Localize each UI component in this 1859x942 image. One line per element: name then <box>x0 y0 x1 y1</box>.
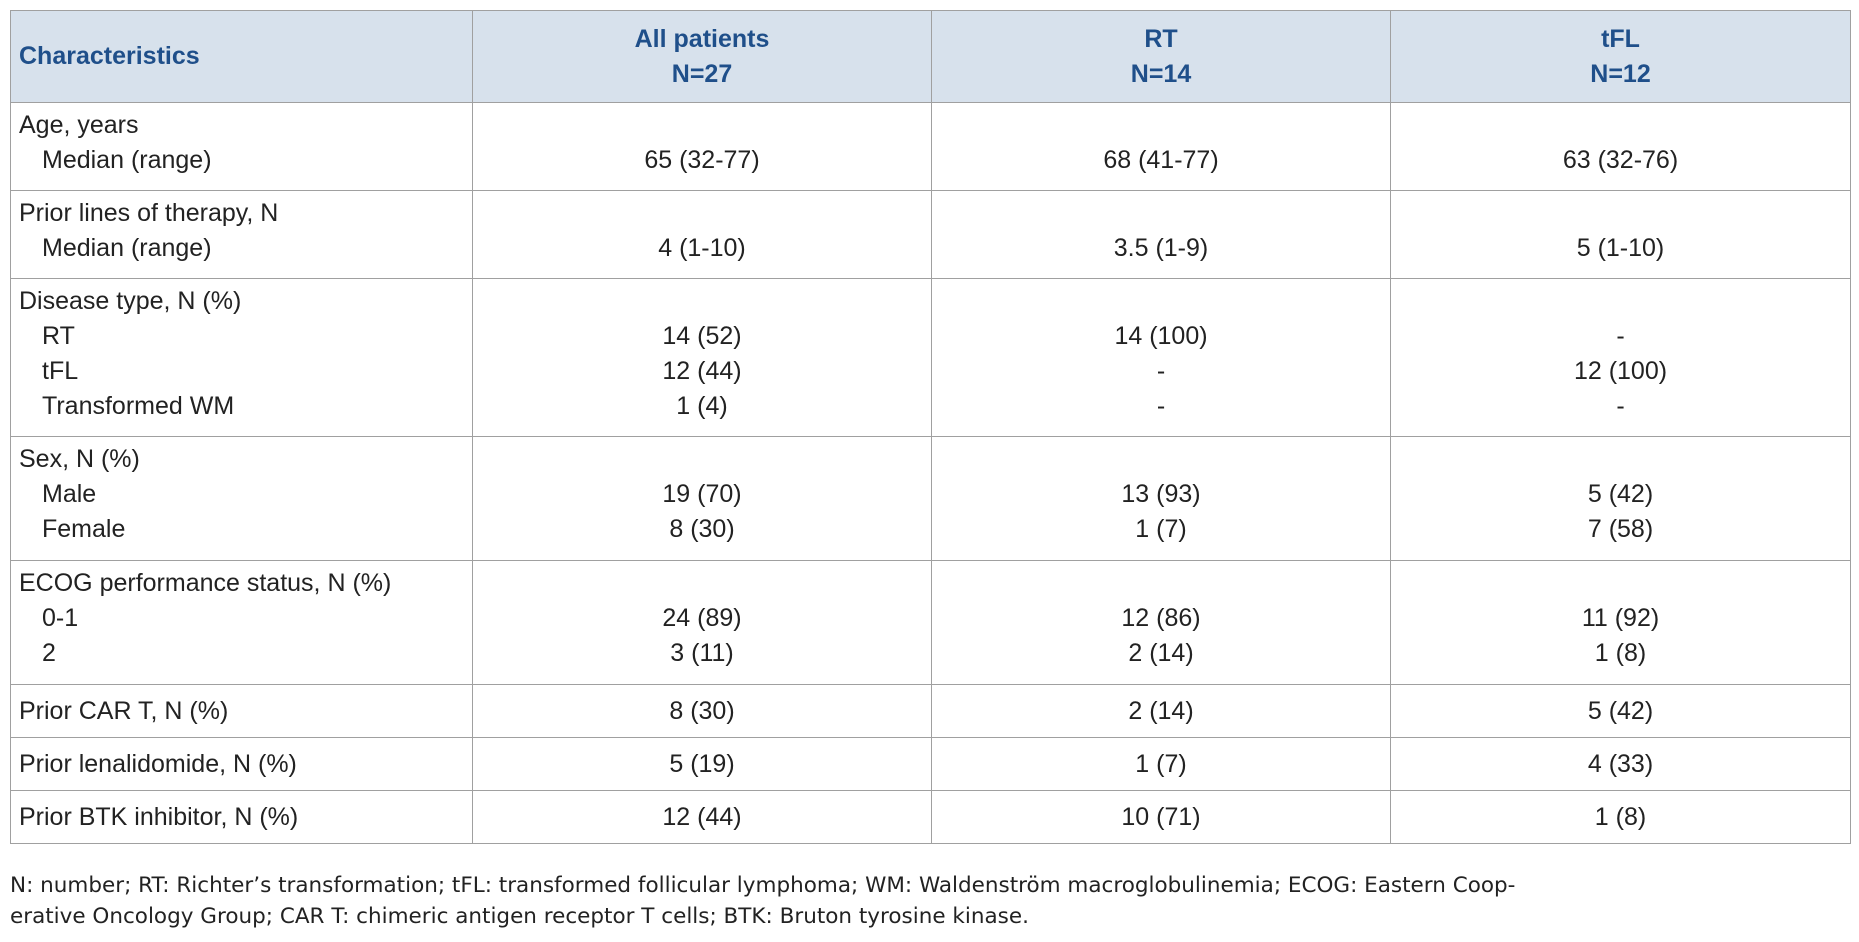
characteristics-table: Characteristics All patients N=27 RT N=14 tF… <box>10 10 1851 844</box>
value-cell: 13 (93) 1 (7) <box>931 436 1391 561</box>
cell-value: 24 (89) <box>662 604 742 632</box>
item-label: tFL <box>42 357 79 385</box>
cell-value: 13 (93) <box>1121 480 1201 508</box>
table-wrap: Characteristics All patients N=27 RT N=14 tF… <box>10 10 1851 844</box>
item-label: Median (range) <box>42 234 212 262</box>
label-cell: Prior lines of therapy, N Median (range) <box>10 190 473 279</box>
cell-value: 3 (11) <box>670 639 734 667</box>
value-cell: 65 (32-77) <box>472 102 932 191</box>
cell-value: 1 (4) <box>676 392 728 420</box>
table-row: Prior BTK inhibitor, N (%) 12 (44) 10 (71)… <box>10 790 1851 844</box>
value-cell: 12 (86) 2 (14) <box>931 560 1391 685</box>
cell-value: - <box>1616 392 1625 420</box>
header-cell: All patients N=27 <box>472 10 932 103</box>
column-n: N=27 <box>671 59 733 88</box>
cell-value: 12 (44) <box>662 357 742 385</box>
cell-value: - <box>1156 357 1166 385</box>
value-cell: 4 (1-10) <box>472 190 932 279</box>
item-label: Transformed WM <box>42 392 235 420</box>
value-cell: 19 (70) 8 (30) <box>472 436 932 561</box>
item-label: 0-1 <box>42 604 79 632</box>
value-cell: 14 (52) 12 (44) 1 (4) <box>472 278 932 437</box>
cell-value: 5 (1-10) <box>1576 234 1665 262</box>
cell-value: 10 (71) <box>931 790 1391 844</box>
row-title: Prior BTK inhibitor, N (%) <box>10 790 473 844</box>
cell-value: 8 (30) <box>669 515 735 543</box>
value-cell: 14 (100) - - <box>931 278 1391 437</box>
cell-value: 4 (1-10) <box>658 234 746 262</box>
header-cell: tFL N=12 <box>1390 10 1851 103</box>
header-cell: RT N=14 <box>931 10 1391 103</box>
header-row: Characteristics All patients N=27 RT N=14 tF… <box>10 10 1851 103</box>
cell-value: 12 (86) <box>1121 604 1201 632</box>
cell-value: 65 (32-77) <box>644 146 760 174</box>
cell-value: 12 (100) <box>1573 357 1668 385</box>
cell-value: 1 (8) <box>1390 790 1851 844</box>
cell-value: 68 (41-77) <box>1103 146 1219 174</box>
footnote-line: erative Oncology Group; CAR T: chimeric … <box>10 904 1029 929</box>
cell-value: - <box>1156 392 1166 420</box>
table-row: Prior lenalidomide, N (%) 5 (19) 1 (7) 4 (3… <box>10 737 1851 791</box>
item-label: Median (range) <box>42 146 212 174</box>
cell-value: 14 (52) <box>662 322 742 350</box>
row-title: Disease type, N (%) <box>19 287 242 315</box>
cell-value: 1 (7) <box>931 737 1391 791</box>
cell-value: 1 (8) <box>1594 639 1647 667</box>
cell-value: 63 (32-76) <box>1562 146 1679 174</box>
row-title: Prior lenalidomide, N (%) <box>10 737 473 791</box>
cell-value: 2 (14) <box>931 684 1391 738</box>
column-n: N=14 <box>1130 59 1192 88</box>
value-cell: 11 (92) 1 (8) <box>1390 560 1851 685</box>
column-name: All patients <box>634 24 770 53</box>
label-cell: Sex, N (%) Male Female <box>10 436 473 561</box>
row-title: ECOG performance status, N (%) <box>19 569 392 597</box>
table-row: Disease type, N (%) RT tFL Transformed WM 14… <box>10 278 1851 437</box>
cell-value: 1 (7) <box>1135 515 1187 543</box>
label-cell: ECOG performance status, N (%) 0-1 2 <box>10 560 473 685</box>
value-cell: 5 (1-10) <box>1390 190 1851 279</box>
cell-value: 8 (30) <box>472 684 932 738</box>
value-cell: 24 (89) 3 (11) <box>472 560 932 685</box>
value-cell: 63 (32-76) <box>1390 102 1851 191</box>
column-name: RT <box>1144 24 1178 53</box>
cell-value: 11 (92) <box>1581 604 1660 632</box>
label-cell: Disease type, N (%) RT tFL Transformed WM <box>10 278 473 437</box>
cell-value: 4 (33) <box>1390 737 1851 791</box>
item-label: RT <box>42 322 75 350</box>
cell-value: - <box>1616 322 1625 350</box>
value-cell: 68 (41-77) <box>931 102 1391 191</box>
header-cell: Characteristics <box>10 10 473 103</box>
cell-value: 3.5 (1-9) <box>1113 234 1209 262</box>
cell-value: 7 (58) <box>1587 515 1654 543</box>
table-row: Prior CAR T, N (%) 8 (30) 2 (14) 5 (42) <box>10 684 1851 738</box>
row-title: Sex, N (%) <box>19 445 140 473</box>
row-title: Prior CAR T, N (%) <box>10 684 473 738</box>
column-n: N=12 <box>1590 59 1651 88</box>
cell-value: 19 (70) <box>662 480 742 508</box>
cell-value: 14 (100) <box>1114 322 1208 350</box>
cell-value: 12 (44) <box>472 790 932 844</box>
table-row: ECOG performance status, N (%) 0-1 2 24 (89… <box>10 560 1851 685</box>
footnote: N: number; RT: Richter’s transformation;… <box>10 870 1855 932</box>
footnote-line: N: number; RT: Richter’s transformation;… <box>10 873 1516 898</box>
label-cell: Age, years Median (range) <box>10 102 473 191</box>
item-label: Female <box>42 515 126 543</box>
value-cell: - 12 (100) - <box>1390 278 1851 437</box>
cell-value: 5 (42) <box>1390 684 1851 738</box>
table-row: Prior lines of therapy, N Median (range) 4… <box>10 190 1851 279</box>
row-title: Age, years <box>19 111 139 139</box>
item-label: Male <box>42 480 97 508</box>
value-cell: 5 (42) 7 (58) <box>1390 436 1851 561</box>
cell-value: 5 (19) <box>472 737 932 791</box>
table-row: Sex, N (%) Male Female 19 (70) 8 (30) 13 (93)… <box>10 436 1851 561</box>
cell-value: 5 (42) <box>1587 480 1654 508</box>
column-name: tFL <box>1601 24 1640 53</box>
value-cell: 3.5 (1-9) <box>931 190 1391 279</box>
cell-value: 2 (14) <box>1128 639 1194 667</box>
item-label: 2 <box>42 639 56 667</box>
table-row: Age, years Median (range) 65 (32-77) 68 (41… <box>10 102 1851 191</box>
row-title: Prior lines of therapy, N <box>19 199 279 227</box>
